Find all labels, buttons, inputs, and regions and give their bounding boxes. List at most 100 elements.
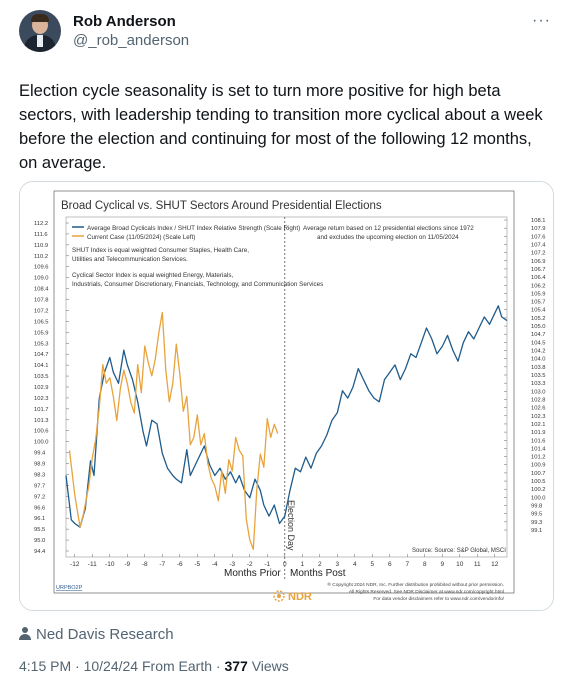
copyright-line: ® Copyright 2024 NDR, Inc. Further distr… <box>327 581 504 588</box>
annotation-line-1: Average return based on 12 presidential … <box>303 225 474 232</box>
tweet-time[interactable]: 4:15 PM <box>19 658 72 674</box>
x-axis-tick-label: 4 <box>353 561 357 568</box>
right-axis-tick-label: 101.9 <box>531 430 546 436</box>
left-axis-tick-label: 108.4 <box>34 287 49 293</box>
tweet-date[interactable]: 10/24/24 <box>83 658 139 674</box>
right-axis-tick-label: 107.6 <box>531 234 546 240</box>
more-options-icon[interactable]: ··· <box>532 12 551 29</box>
right-axis-tick-label: 103.5 <box>531 373 546 379</box>
chart-source: Source: Source: S&P Global, MSCI <box>412 548 506 554</box>
x-axis-tick-label: 12 <box>491 561 499 568</box>
right-axis-tick-label: 106.9 <box>531 259 546 265</box>
x-axis-tick-label: 11 <box>474 561 481 568</box>
annotation-line-2: and excludes the upcoming election on 11… <box>317 234 459 241</box>
left-axis-tick-label: 99.4 <box>34 451 46 457</box>
left-axis-tick-label: 96.6 <box>34 505 45 511</box>
right-axis-tick-label: 102.1 <box>531 422 546 428</box>
x-axis-tick-label: 2 <box>318 561 322 568</box>
note-shut-1: SHUT Index is equal weighted Consumer St… <box>72 247 249 254</box>
right-axis-tick-label: 105.7 <box>531 300 546 306</box>
left-axis-tick-label: 95.0 <box>34 538 45 544</box>
election-day-label: Election Day <box>286 500 296 551</box>
right-axis-tick-label: 100.5 <box>531 479 546 485</box>
right-axis-tick-label: 104.5 <box>531 340 546 346</box>
chart-svg: Broad Cyclical vs. SHUT Sectors Around P… <box>20 182 553 610</box>
left-axis-tick-label: 104.7 <box>34 352 49 358</box>
x-axis-tick-label: 5 <box>370 561 374 568</box>
right-axis-tick-label: 100.9 <box>531 463 546 469</box>
left-axis-tick-label: 94.4 <box>34 549 46 555</box>
x-axis-tick-label: 1 <box>300 561 304 568</box>
left-axis-tick-label: 103.5 <box>34 374 49 380</box>
right-axis-tick-label: 105.2 <box>531 316 546 322</box>
right-axis-tick-label: 103.0 <box>531 389 546 395</box>
x-axis-tick-label: 10 <box>456 561 464 568</box>
x-axis-tick-label: 6 <box>388 561 392 568</box>
left-axis-tick-label: 105.3 <box>34 341 49 347</box>
left-axis-tick-label: 110.2 <box>34 254 48 260</box>
right-axis-tick-label: 102.8 <box>531 397 546 403</box>
attribution[interactable]: Ned Davis Research <box>19 626 174 643</box>
right-axis-tick-label: 107.2 <box>531 251 546 257</box>
left-axis-tick-label: 105.9 <box>34 330 49 336</box>
legend-item-average: Average Broad Cyclicals Index / SHUT Ind… <box>87 225 300 232</box>
author-avatar[interactable] <box>19 10 61 52</box>
left-axis-tick-label: 111.6 <box>34 232 48 238</box>
note-shut-2: Utilities and Telecommunication Services… <box>72 256 188 263</box>
right-axis-tick-label: 107.9 <box>531 226 546 232</box>
tweet-text: Election cycle seasonality is set to tur… <box>19 82 543 172</box>
left-axis-tick-label: 104.1 <box>34 363 49 369</box>
view-count: 377 <box>224 658 248 674</box>
author-name[interactable]: Rob Anderson <box>73 13 176 30</box>
right-axis-tick-label: 108.1 <box>531 218 546 224</box>
right-axis-tick-label: 99.1 <box>531 528 542 534</box>
right-axis-tick-label: 103.3 <box>531 381 546 387</box>
x-axis-tick-label: 7 <box>405 561 409 568</box>
xlabel-months-post: Months Post <box>290 568 346 579</box>
note-cyclical-2: Industrials, Consumer Discretionary, Fin… <box>72 281 323 288</box>
rights-line: All Rights Reserved. See NDR Disclaimer … <box>349 589 504 595</box>
right-axis-tick-label: 104.7 <box>531 332 546 338</box>
left-axis-tick-label: 101.7 <box>34 407 49 413</box>
right-axis-tick-label: 99.3 <box>531 520 542 526</box>
x-axis-tick-label: 9 <box>440 561 444 568</box>
xlabel-months-prior: Months Prior <box>224 568 281 579</box>
right-axis-tick-label: 100.7 <box>531 471 546 477</box>
right-axis-tick-label: 103.8 <box>531 365 546 371</box>
left-axis-tick-label: 95.5 <box>34 527 45 533</box>
right-axis-tick-label: 100.2 <box>531 487 546 493</box>
x-axis-tick-label: -10 <box>105 561 115 568</box>
right-axis-tick-label: 101.6 <box>531 438 546 444</box>
left-axis-tick-label: 110.9 <box>34 243 48 249</box>
x-axis-tick-label: -3 <box>229 561 235 568</box>
right-axis-tick-label: 106.4 <box>531 275 546 281</box>
author-handle[interactable]: @_rob_anderson <box>73 32 190 49</box>
left-axis-tick-label: 109.0 <box>34 276 49 282</box>
right-axis-tick-label: 102.3 <box>531 414 546 420</box>
left-axis-tick-label: 112.2 <box>34 221 48 227</box>
left-axis-tick-label: 106.5 <box>34 319 49 325</box>
right-axis-tick-label: 105.4 <box>531 308 546 314</box>
right-axis-tick-label: 100.0 <box>531 495 546 501</box>
left-axis-tick-label: 107.8 <box>34 298 49 304</box>
x-axis-tick-label: -1 <box>264 561 270 568</box>
x-axis-tick-label: 8 <box>423 561 427 568</box>
x-axis-tick-label: -2 <box>247 561 253 568</box>
x-axis-tick-label: -8 <box>142 561 148 568</box>
chart-code: URPBO2P <box>56 585 83 591</box>
note-cyclical-1: Cyclical Sector Index is equal weighted … <box>72 272 233 279</box>
x-axis-tick-label: -7 <box>159 561 165 568</box>
x-axis-tick-label: -6 <box>177 561 183 568</box>
left-axis-tick-label: 101.3 <box>34 418 49 424</box>
legend-item-current: Current Case (11/05/2024) (Scale Left) <box>87 234 195 241</box>
tweet-media-chart[interactable]: Broad Cyclical vs. SHUT Sectors Around P… <box>19 181 554 611</box>
ndr-logo-text: NDR <box>288 591 312 603</box>
ndr-logo-icon <box>273 590 285 602</box>
attribution-text: Ned Davis Research <box>36 626 174 643</box>
chart-title: Broad Cyclical vs. SHUT Sectors Around P… <box>61 200 382 212</box>
right-axis-tick-label: 101.2 <box>531 455 546 461</box>
left-axis-tick-label: 100.6 <box>34 429 49 435</box>
left-axis-tick-label: 107.2 <box>34 308 49 314</box>
x-axis-tick-label: -11 <box>88 561 97 568</box>
x-axis-tick-label: -9 <box>124 561 130 568</box>
